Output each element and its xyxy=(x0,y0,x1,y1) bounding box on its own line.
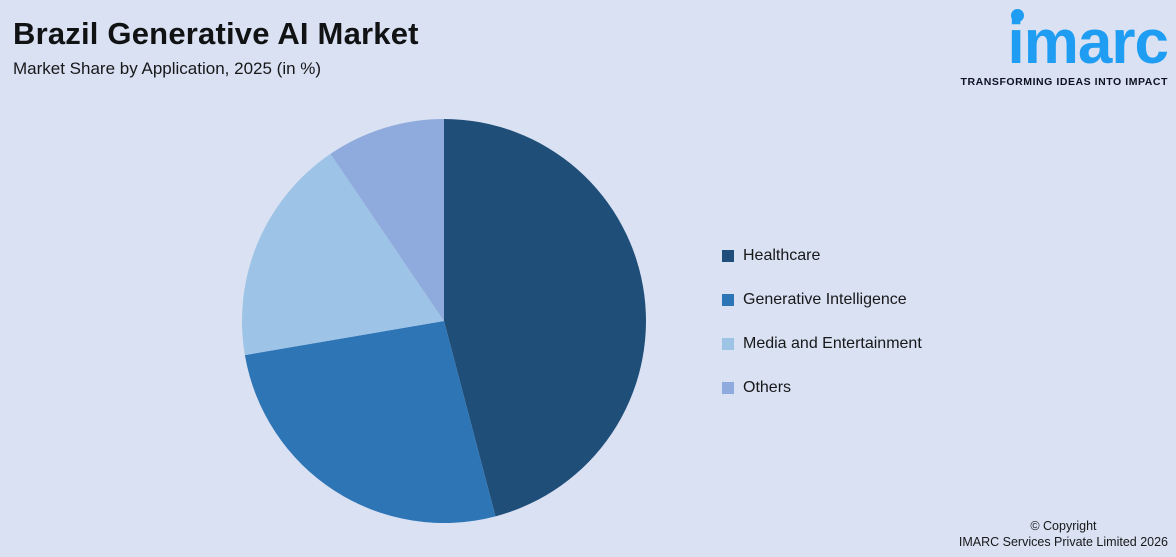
legend-label: Healthcare xyxy=(743,247,821,264)
chart-legend: Healthcare Generative Intelligence Media… xyxy=(722,247,922,396)
pie-chart xyxy=(239,116,649,526)
logo-tagline: TRANSFORMING IDEAS INTO IMPACT xyxy=(960,76,1168,88)
legend-item-generative-intelligence: Generative Intelligence xyxy=(722,291,922,308)
legend-item-media-and-entertainment: Media and Entertainment xyxy=(722,335,922,352)
legend-marker-healthcare xyxy=(722,250,734,262)
legend-label: Others xyxy=(743,379,792,396)
copyright-line1: © Copyright xyxy=(1030,518,1097,533)
pie-slice-media-and-entertainment xyxy=(242,153,444,356)
legend-item-others: Others xyxy=(722,379,922,396)
pie-slice-generative-intelligence xyxy=(244,321,496,523)
page-subtitle: Market Share by Application, 2025 (in %) xyxy=(13,58,322,78)
pie-chart-svg xyxy=(242,119,646,523)
header: Brazil Generative AI Market Market Share… xyxy=(13,16,419,79)
page-title: Brazil Generative AI Market xyxy=(13,16,419,51)
logo-i-dot-icon xyxy=(1010,9,1024,22)
legend-label: Media and Entertainment xyxy=(743,335,922,352)
copyright-line2: IMARC Services Private Limited 2026 xyxy=(958,534,1168,549)
legend-label: Generative Intelligence xyxy=(743,291,907,308)
pie-slice-healthcare xyxy=(444,119,646,517)
imarc-logo: imarc TRANSFORMING IDEAS INTO IMPACT xyxy=(960,6,1169,88)
legend-item-healthcare: Healthcare xyxy=(722,247,922,264)
pie-slice-others xyxy=(330,119,444,321)
legend-marker-media-and-entertainment xyxy=(722,338,734,350)
copyright-notice: © Copyright IMARC Services Private Limit… xyxy=(959,518,1168,551)
imarc-wordmark: imarc xyxy=(1007,8,1169,77)
legend-marker-others xyxy=(722,382,734,394)
legend-marker-generative-intelligence xyxy=(722,294,734,306)
